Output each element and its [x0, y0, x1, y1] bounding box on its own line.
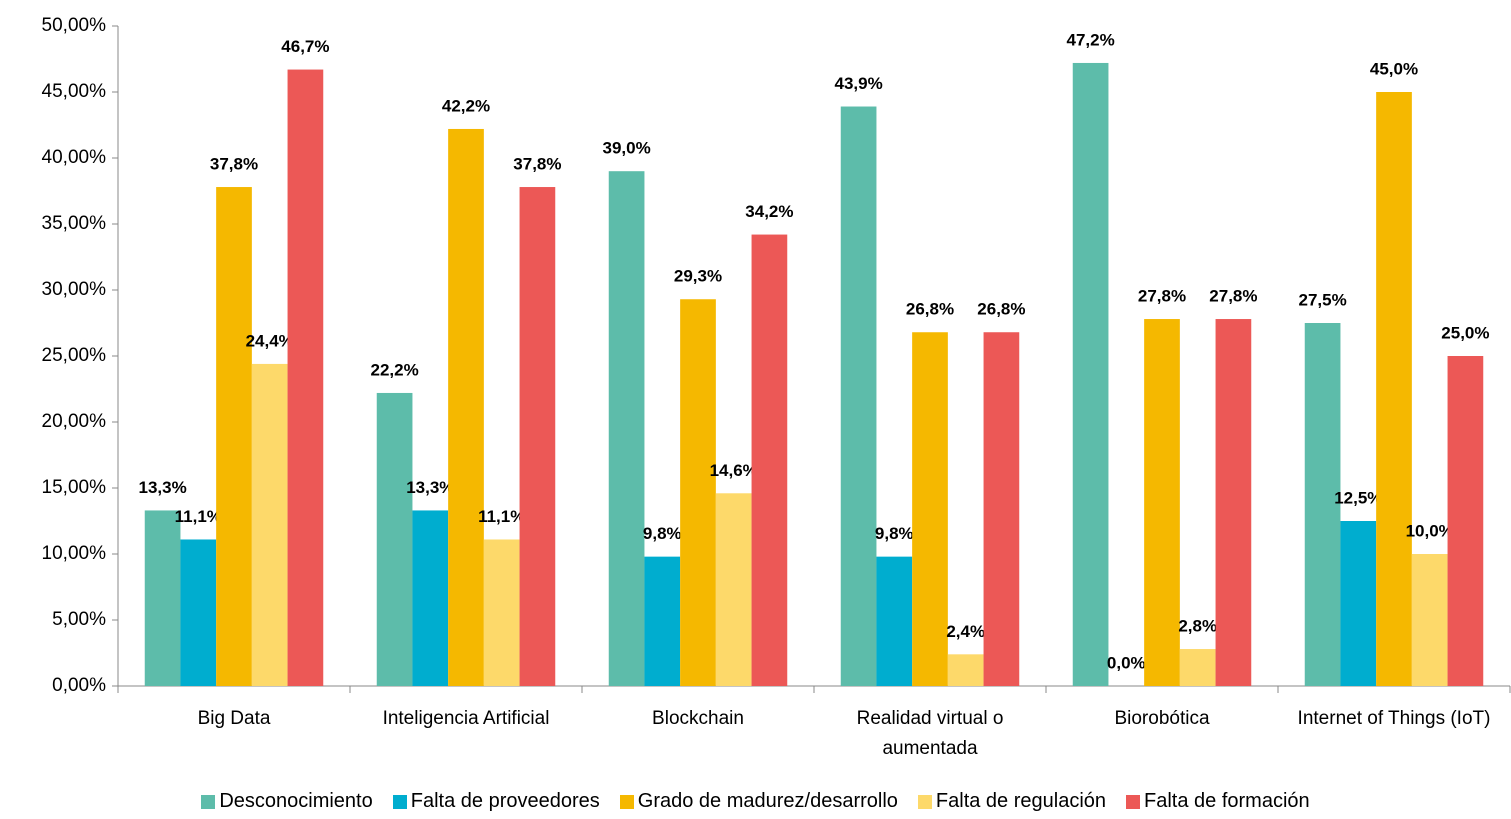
- value-label: 27,8%: [1209, 287, 1257, 306]
- value-label: 26,8%: [906, 300, 954, 319]
- value-label: 27,5%: [1298, 290, 1346, 309]
- value-label: 45,0%: [1370, 59, 1418, 78]
- legend-swatch: [1126, 794, 1141, 809]
- value-label: 9,8%: [643, 524, 682, 543]
- value-label: 46,7%: [281, 37, 329, 56]
- bar: [840, 106, 877, 686]
- legend-label: Grado de madurez/desarrollo: [637, 790, 898, 812]
- bar: [1376, 92, 1412, 686]
- legend-item: Falta de regulación: [917, 790, 1107, 813]
- legend: Desconocimiento Falta de proveedores Grado…: [0, 790, 1511, 813]
- x-tick-label: Biorobótica: [1114, 708, 1210, 729]
- value-label: 14,6%: [710, 461, 758, 480]
- bar: [251, 363, 288, 686]
- bar: [519, 187, 556, 687]
- value-label: 37,8%: [513, 155, 561, 174]
- bar: [1072, 62, 1109, 686]
- bar: [983, 332, 1020, 686]
- value-label: 47,2%: [1066, 30, 1114, 49]
- bar: [144, 510, 181, 686]
- legend-swatch: [392, 794, 407, 809]
- bar: [1340, 521, 1377, 686]
- bar: [287, 69, 324, 686]
- legend-label: Falta de proveedores: [410, 790, 600, 812]
- legend-item: Falta de proveedores: [392, 790, 600, 813]
- bar: [680, 299, 716, 686]
- value-label: 34,2%: [745, 202, 793, 221]
- value-label: 12,5%: [1334, 488, 1382, 507]
- y-tick-label: 10,00%: [42, 543, 107, 564]
- y-tick-label: 30,00%: [42, 279, 107, 300]
- value-label: 25,0%: [1441, 323, 1489, 342]
- bar: [448, 128, 484, 686]
- x-tick-label: Big Data: [197, 708, 271, 729]
- value-label: 13,3%: [138, 478, 186, 497]
- bar: [644, 556, 681, 686]
- x-tick-label: Inteligencia Artificial: [382, 708, 550, 729]
- legend-label: Falta de regulación: [935, 790, 1107, 812]
- y-tick-label: 40,00%: [42, 147, 107, 168]
- legend-swatch: [619, 794, 634, 809]
- value-label: 2,8%: [1178, 617, 1217, 636]
- legend-swatch: [917, 794, 932, 809]
- value-label: 2,4%: [946, 622, 985, 641]
- value-label: 42,2%: [442, 96, 490, 115]
- value-label: 27,8%: [1138, 287, 1186, 306]
- legend-item: Falta de formación: [1126, 790, 1310, 813]
- x-tick-label: Blockchain: [652, 708, 744, 729]
- bar: [216, 187, 252, 687]
- legend-item: Grado de madurez/desarrollo: [619, 790, 898, 813]
- x-tick-label: Internet of Things (IoT): [1297, 708, 1491, 729]
- value-label: 43,9%: [834, 74, 882, 93]
- bar: [608, 171, 645, 686]
- y-tick-label: 25,00%: [42, 345, 107, 366]
- value-label: 39,0%: [602, 139, 650, 158]
- bar: [751, 234, 788, 686]
- x-tick-label: Realidad virtual o aumentada: [856, 708, 1004, 759]
- bar: [947, 654, 984, 686]
- bar: [1179, 649, 1216, 686]
- legend-swatch: [201, 794, 216, 809]
- bar: [180, 539, 217, 686]
- bar: [715, 493, 752, 686]
- bar: [1411, 554, 1448, 686]
- bar: [412, 510, 449, 686]
- legend-label: Desconocimiento: [219, 790, 373, 812]
- value-label: 9,8%: [875, 524, 914, 543]
- value-label: 24,4%: [246, 331, 294, 350]
- y-tick-label: 35,00%: [42, 213, 107, 234]
- bar: [1144, 319, 1180, 686]
- value-label: 13,3%: [406, 478, 454, 497]
- value-label: 37,8%: [210, 155, 258, 174]
- value-label: 22,2%: [370, 360, 418, 379]
- bar: [1215, 319, 1252, 686]
- y-tick-label: 20,00%: [42, 411, 107, 432]
- y-tick-label: 15,00%: [42, 477, 107, 498]
- bar: [1447, 356, 1484, 686]
- bar: [876, 556, 913, 686]
- value-label: 29,3%: [674, 267, 722, 286]
- y-tick-label: 45,00%: [42, 81, 107, 102]
- value-label: 11,1%: [175, 507, 222, 526]
- value-label: 11,1%: [478, 507, 525, 526]
- bar: [483, 539, 520, 686]
- value-label: 26,8%: [977, 300, 1025, 319]
- legend-item: Desconocimiento: [201, 790, 373, 813]
- bar: [1304, 323, 1341, 686]
- value-label: 10,0%: [1406, 521, 1454, 540]
- value-label: 0,0%: [1107, 653, 1146, 672]
- y-tick-label: 50,00%: [42, 15, 107, 36]
- bar: [376, 392, 413, 686]
- y-tick-label: 0,00%: [52, 675, 106, 696]
- bar: [912, 332, 948, 686]
- legend-label: Falta de formación: [1144, 790, 1310, 812]
- y-tick-label: 5,00%: [52, 609, 106, 630]
